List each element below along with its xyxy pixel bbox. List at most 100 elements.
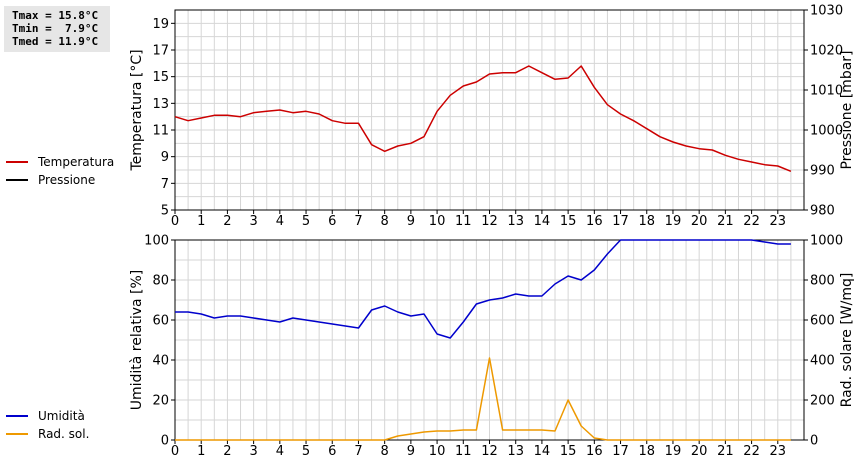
x-tick-label: 1	[197, 214, 205, 229]
x-tick-label: 10	[429, 444, 446, 459]
x-tick-label: 4	[276, 444, 284, 459]
temperatura-swatch	[6, 161, 28, 163]
x-tick-label: 7	[354, 214, 362, 229]
y-right-tick-label: 400	[810, 354, 835, 369]
top-chart-legend: Temperatura Pressione	[6, 153, 114, 189]
y-left-tick-label: 0	[161, 434, 169, 449]
y-right-axis-label: Rad. solare [W/mq]	[839, 273, 855, 408]
x-tick-label: 8	[381, 444, 389, 459]
bottom-chart-legend: Umidità Rad. sol.	[6, 407, 89, 443]
x-tick-label: 14	[534, 214, 551, 229]
x-tick-label: 17	[612, 214, 629, 229]
y-left-axis-label: Umidità relativa [%]	[129, 270, 145, 411]
x-tick-label: 8	[381, 214, 389, 229]
x-tick-label: 5	[302, 444, 310, 459]
y-left-tick-label: 17	[152, 44, 169, 59]
x-tick-label: 20	[691, 214, 708, 229]
x-tick-label: 23	[770, 214, 787, 229]
x-tick-label: 13	[507, 444, 524, 459]
y-left-tick-label: 40	[152, 354, 169, 369]
x-tick-label: 14	[534, 444, 551, 459]
y-left-tick-label: 7	[161, 177, 169, 192]
x-tick-label: 5	[302, 214, 310, 229]
legend-label-pressione: Pressione	[38, 173, 96, 187]
x-tick-label: 21	[717, 444, 734, 459]
x-tick-label: 9	[407, 214, 415, 229]
x-tick-label: 15	[560, 444, 577, 459]
chart-panel-2: 0 1 2 3 4 5 6 7 8 9 10 11 12 13 14 15 16 17 18 19 20 21 22 2302…	[129, 234, 855, 460]
x-tick-label: 2	[223, 444, 231, 459]
x-tick-label: 3	[249, 214, 257, 229]
chart-panel-1: 0 1 2 3 4 5 6 7 8 9 10 11 12 13 14 15 16 17 18 19 20 21 22 2357…	[129, 4, 855, 230]
x-tick-label: 13	[507, 214, 524, 229]
y-right-tick-label: 200	[810, 394, 835, 409]
y-left-tick-label: 9	[161, 150, 169, 165]
y-left-tick-label: 100	[144, 234, 169, 249]
y-right-tick-label: 1000	[810, 234, 843, 249]
x-tick-label: 16	[586, 444, 603, 459]
tmin-stat: Tmin = 7.9°C	[12, 22, 99, 35]
y-left-tick-label: 20	[152, 394, 169, 409]
y-right-axis-label: Pressione [mbar]	[839, 50, 855, 169]
y-left-tick-label: 80	[152, 274, 169, 289]
x-tick-label: 23	[770, 444, 787, 459]
x-tick-label: 3	[249, 444, 257, 459]
x-tick-label: 21	[717, 214, 734, 229]
series-line-rad-sol	[175, 357, 791, 441]
series-line-umidita	[175, 239, 791, 339]
y-right-tick-label: 1000	[810, 124, 843, 139]
y-left-tick-label: 5	[161, 204, 169, 219]
x-tick-label: 12	[481, 444, 498, 459]
x-tick-label: 1	[197, 444, 205, 459]
legend-item-rad-sol: Rad. sol.	[6, 425, 89, 443]
tmed-stat: Tmed = 11.9°C	[12, 35, 99, 48]
y-right-tick-label: 800	[810, 274, 835, 289]
x-tick-label: 11	[455, 214, 472, 229]
x-tick-label: 20	[691, 444, 708, 459]
legend-label-umidita: Umidità	[38, 409, 85, 423]
x-tick-label: 22	[743, 214, 760, 229]
legend-label-rad-sol: Rad. sol.	[38, 427, 90, 441]
y-right-tick-label: 1030	[810, 4, 843, 19]
y-right-tick-label: 1020	[810, 44, 843, 59]
x-tick-label: 18	[638, 214, 655, 229]
x-tick-label: 0	[171, 444, 179, 459]
y-left-tick-label: 19	[152, 17, 169, 32]
legend-item-temperatura: Temperatura	[6, 153, 114, 171]
pressione-swatch	[6, 179, 28, 181]
y-left-axis-label: Temperatura [°C]	[129, 49, 145, 171]
x-tick-label: 10	[429, 214, 446, 229]
x-tick-label: 15	[560, 214, 577, 229]
legend-label-temperatura: Temperatura	[38, 155, 115, 169]
series-line-temperatura	[174, 65, 792, 172]
x-tick-label: 17	[612, 444, 629, 459]
y-right-tick-label: 980	[810, 204, 835, 219]
x-tick-label: 16	[586, 214, 603, 229]
y-left-tick-label: 13	[152, 97, 169, 112]
x-tick-label: 19	[665, 444, 682, 459]
x-tick-label: 12	[481, 214, 498, 229]
x-tick-label: 9	[407, 444, 415, 459]
x-tick-label: 18	[638, 444, 655, 459]
y-left-tick-label: 15	[152, 70, 169, 85]
x-tick-label: 22	[743, 444, 760, 459]
y-right-tick-label: 600	[810, 314, 835, 329]
x-tick-label: 6	[328, 444, 336, 459]
legend-item-umidita: Umidità	[6, 407, 89, 425]
rad-sol-swatch	[6, 433, 28, 435]
x-tick-label: 6	[328, 214, 336, 229]
x-tick-label: 11	[455, 444, 472, 459]
x-tick-label: 0	[171, 214, 179, 229]
tmax-stat: Tmax = 15.8°C	[12, 9, 99, 22]
x-tick-label: 19	[665, 214, 682, 229]
x-tick-label: 4	[276, 214, 284, 229]
y-left-tick-label: 60	[152, 314, 169, 329]
x-tick-label: 7	[354, 444, 362, 459]
y-right-tick-label: 1010	[810, 84, 843, 99]
stats-box: Tmax = 15.8°C Tmin = 7.9°C Tmed = 11.9°C	[4, 6, 110, 52]
y-right-tick-label: 990	[810, 164, 835, 179]
legend-item-pressione: Pressione	[6, 171, 114, 189]
y-left-tick-label: 11	[152, 124, 169, 139]
y-right-tick-label: 0	[810, 434, 818, 449]
